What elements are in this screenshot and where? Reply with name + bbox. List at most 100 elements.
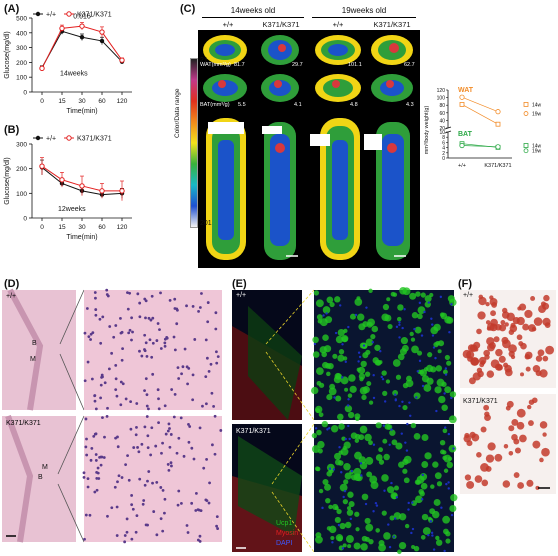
nucleus <box>158 328 161 332</box>
nucleus <box>102 456 106 459</box>
nucleus <box>164 432 168 436</box>
nucleus <box>214 327 218 331</box>
nucleus <box>196 538 200 542</box>
ucp1-signal <box>402 458 409 465</box>
y-tick-label: 60 <box>439 111 445 117</box>
ucp1-signal <box>366 471 373 478</box>
lipid-droplet <box>519 434 527 443</box>
nucleus <box>151 316 155 320</box>
nucleus <box>172 415 176 419</box>
nucleus <box>135 425 138 429</box>
nucleus <box>89 338 92 341</box>
d-label-mut: K371/K371 <box>6 420 41 427</box>
ucp1-signal <box>318 488 324 494</box>
panel-label-e: (E) <box>232 278 247 290</box>
wat-value-1: 81.7 <box>234 62 245 68</box>
ucp1-signal <box>414 326 422 334</box>
nucleus <box>173 307 177 310</box>
nucleus <box>169 433 173 436</box>
nucleus <box>194 491 198 495</box>
dapi-nucleus <box>450 303 453 306</box>
lipid-droplet <box>503 444 509 449</box>
ucp1-signal <box>426 377 434 385</box>
nucleus <box>194 509 198 512</box>
nucleus <box>143 389 146 393</box>
x-tick-label: 0 <box>40 224 44 231</box>
lipid-droplet <box>489 297 498 306</box>
colorbar-gradient <box>190 58 198 228</box>
nucleus <box>163 497 167 501</box>
y-tick-label: 100 <box>16 191 27 198</box>
ucp1-signal <box>381 370 387 376</box>
ucp1-signal <box>311 386 319 395</box>
lipid-droplet <box>519 372 525 377</box>
dapi-nucleus <box>398 321 401 324</box>
ucp1-signal <box>444 316 452 324</box>
nucleus <box>103 381 107 385</box>
y-tick-label: 300 <box>16 45 27 52</box>
f-label-mut: K371/K371 <box>463 398 498 405</box>
nucleus <box>177 436 181 440</box>
legend-marker-mut <box>66 11 72 17</box>
ucp1-signal <box>365 338 374 347</box>
dapi-nucleus <box>360 474 363 477</box>
nucleus <box>124 397 128 401</box>
panel-d-he-images <box>2 288 223 544</box>
nucleus <box>116 480 119 484</box>
age-annotation: 12weeks <box>58 206 86 213</box>
nucleus <box>180 372 183 376</box>
series-line <box>461 104 499 125</box>
nucleus <box>120 358 124 362</box>
ucp1-signal <box>411 312 419 319</box>
lipid-droplet <box>510 322 516 328</box>
nucleus <box>93 394 97 398</box>
ucp1-signal <box>381 510 387 516</box>
lipid-droplet <box>505 368 513 377</box>
dapi-nucleus <box>416 370 419 373</box>
lipid-droplet <box>485 301 490 307</box>
ucp1-signal <box>337 535 343 542</box>
dapi-nucleus <box>431 534 434 537</box>
ucp1-signal <box>330 536 335 541</box>
ucp1-signal <box>396 316 402 322</box>
data-point-circle <box>495 109 501 115</box>
ucp1-signal <box>447 456 453 461</box>
nucleus <box>140 354 144 358</box>
nucleus <box>98 455 101 459</box>
dapi-nucleus <box>421 473 424 477</box>
nucleus <box>106 406 109 410</box>
lipid-droplet <box>502 480 511 488</box>
ucp1-signal <box>444 386 452 394</box>
ucp1-signal <box>334 516 341 524</box>
nucleus <box>143 425 147 429</box>
lipid-droplet <box>503 362 509 368</box>
x-tick-label: 120 <box>117 98 128 105</box>
lipid-droplet <box>524 353 531 360</box>
dapi-nucleus <box>450 396 453 400</box>
data-point-circle <box>495 144 501 150</box>
nucleus <box>157 407 161 411</box>
nucleus <box>168 445 172 449</box>
dapi-nucleus <box>427 533 430 537</box>
ucp1-signal <box>405 379 414 388</box>
dapi-nucleus <box>331 541 334 544</box>
ucp1-signal <box>446 461 454 469</box>
e-label-dapi: DAPI <box>276 540 293 547</box>
ucp1-signal <box>330 425 339 433</box>
legend-marker-wt <box>35 135 41 141</box>
nucleus <box>135 402 139 405</box>
dapi-nucleus <box>409 414 412 418</box>
nucleus <box>165 336 169 339</box>
dapi-nucleus <box>447 432 451 436</box>
nucleus <box>88 513 92 517</box>
ucp1-signal <box>449 504 457 512</box>
lipid-droplet <box>484 414 491 422</box>
ucp1-signal <box>322 478 329 486</box>
ucp1-signal <box>378 447 384 453</box>
nucleus <box>215 350 218 354</box>
nucleus <box>145 404 149 408</box>
ucp1-signal <box>335 395 342 402</box>
dapi-nucleus <box>341 376 344 379</box>
ucp1-signal <box>435 365 443 372</box>
ucp1-signal <box>442 515 451 524</box>
